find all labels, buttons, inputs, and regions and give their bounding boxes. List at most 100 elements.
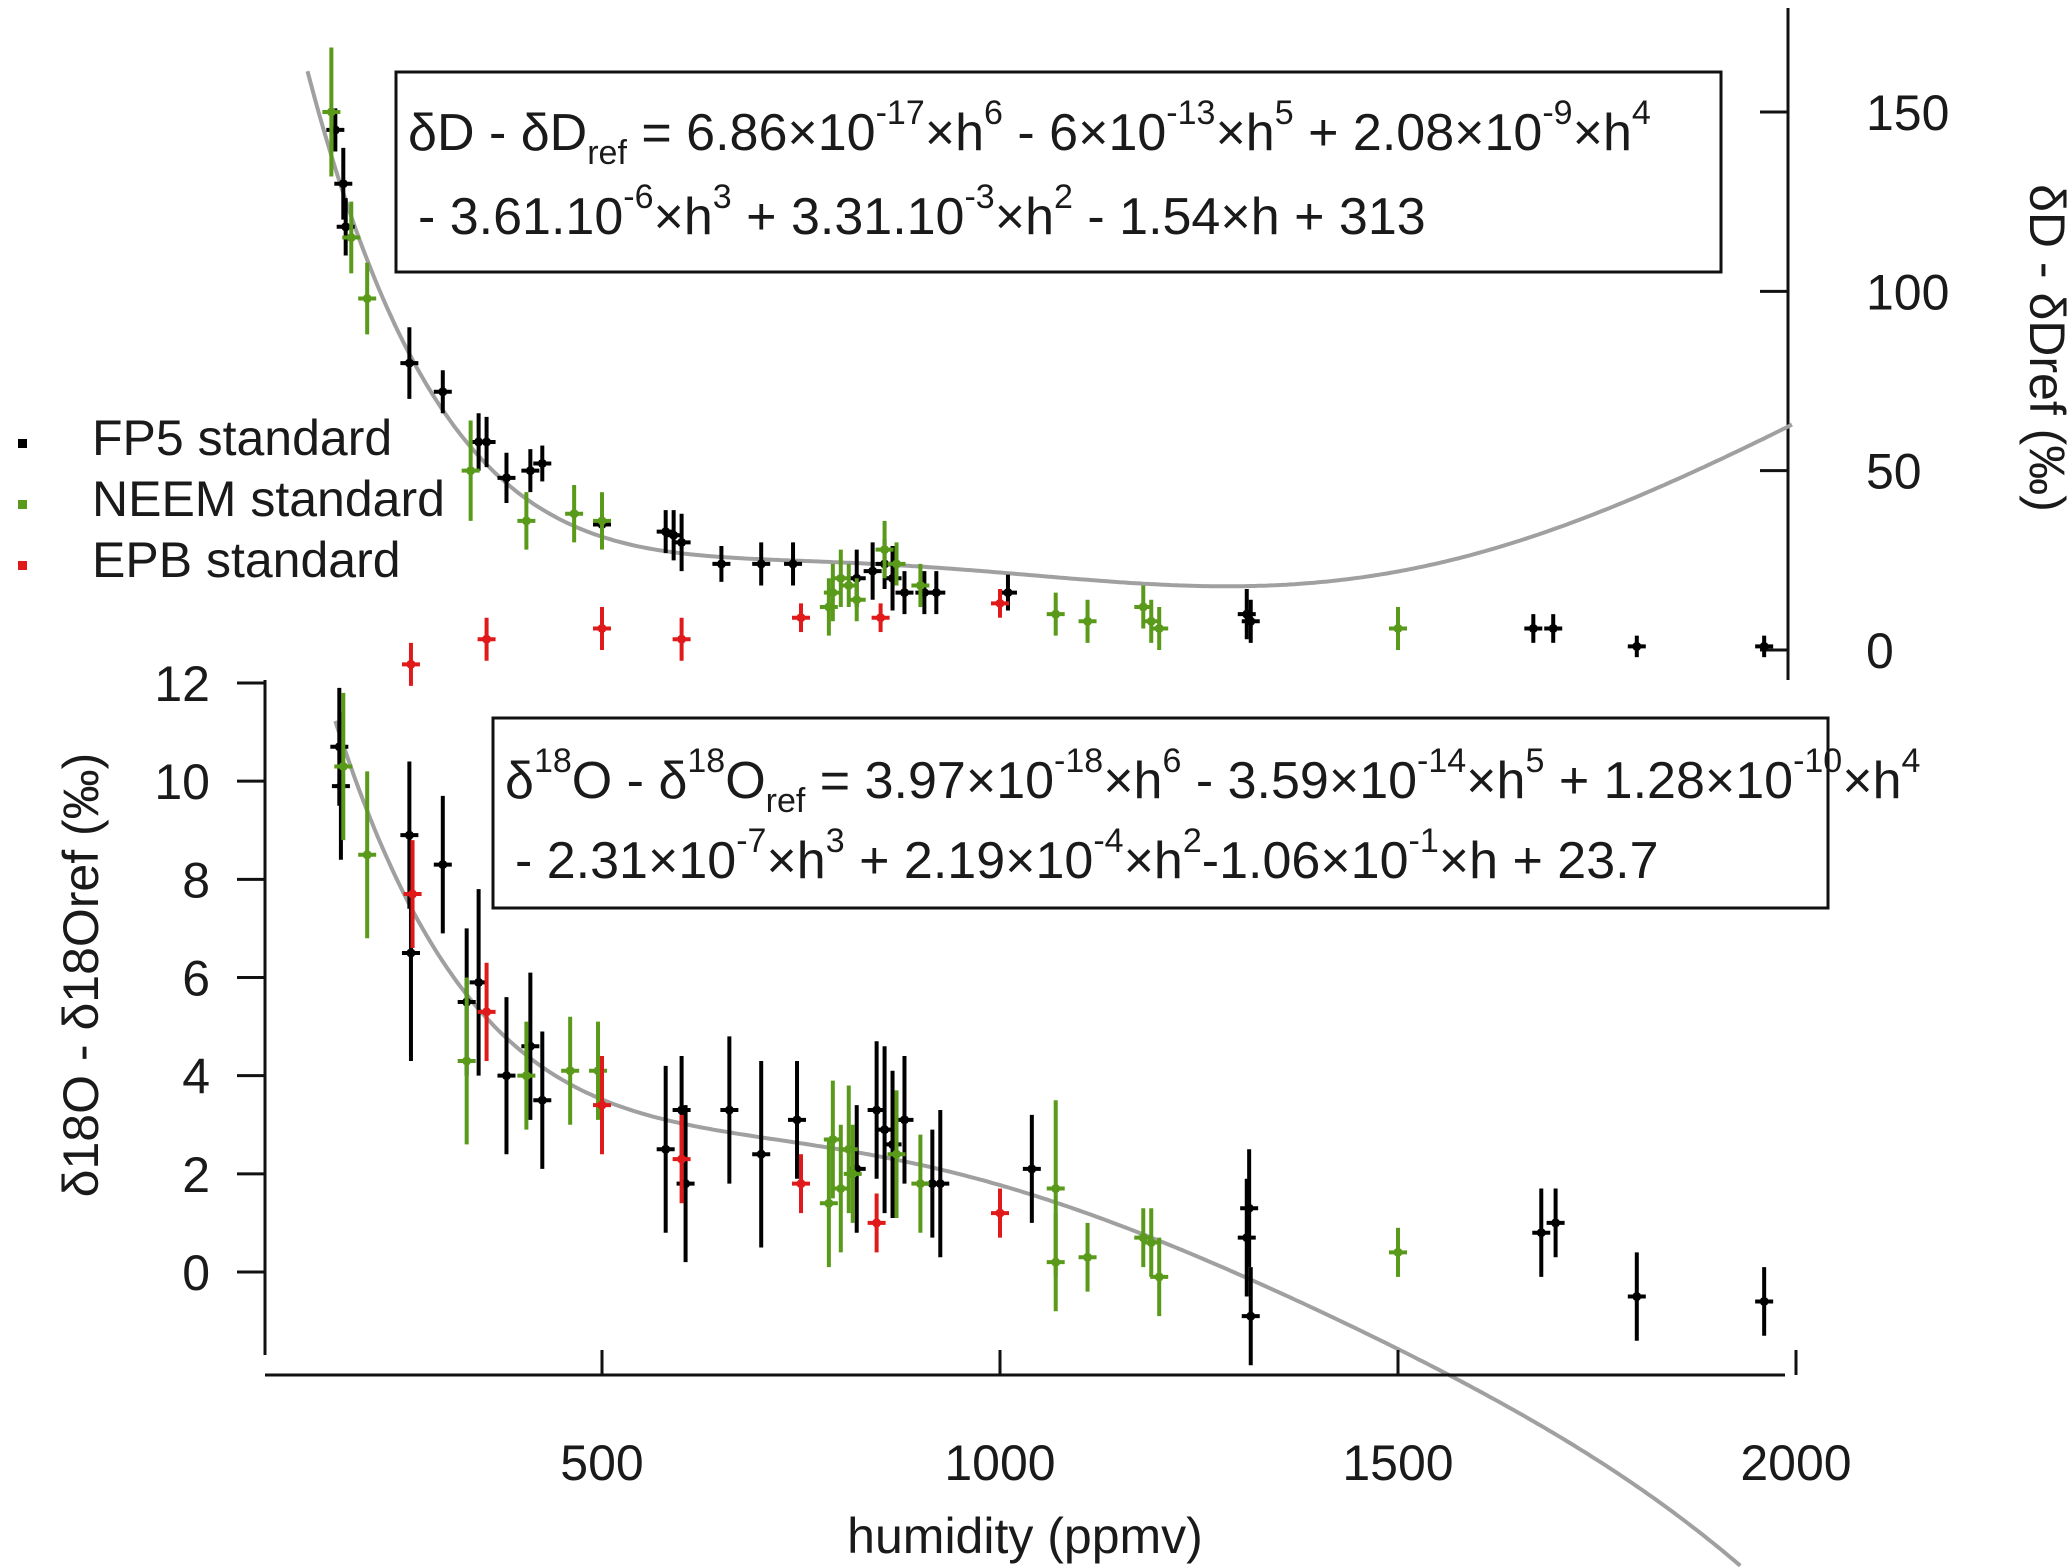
equation-fragment: 6	[984, 94, 1003, 132]
x-tick-label: 1500	[1342, 1435, 1453, 1491]
equation-fragment: + 2.19×10	[845, 832, 1094, 890]
equation-fragment: 5	[1525, 742, 1544, 780]
equation-fragment: -7	[736, 822, 766, 860]
legend-label: EPB standard	[92, 532, 401, 588]
y-tick-label: 8	[182, 852, 210, 908]
data-point	[597, 623, 607, 633]
equation-line1: δ18O - δ18Oref = 3.97×10-18×h6 - 3.59×10…	[505, 742, 1920, 820]
data-point	[1051, 609, 1061, 619]
x-axis: 500 1000 1500 2000 humidity (ppmv)	[265, 1350, 1852, 1564]
equation-fragment: O - δ	[572, 752, 688, 810]
equation-fragment: ×h	[995, 188, 1054, 246]
equation-fragment: -13	[1166, 94, 1215, 132]
data-point	[1083, 1252, 1093, 1262]
equation-fragment: ×h	[654, 188, 713, 246]
data-point	[792, 1115, 802, 1125]
data-point	[716, 559, 726, 569]
data-point	[1138, 602, 1148, 612]
data-point	[828, 588, 838, 598]
data-point	[462, 1056, 472, 1066]
y-tick-label: 100	[1866, 264, 1949, 320]
equation-fragment: -1	[1409, 822, 1439, 860]
x-tick-label: 500	[560, 1435, 643, 1491]
x-tick-label: 2000	[1740, 1435, 1851, 1491]
data-point	[872, 1105, 882, 1115]
data-point	[880, 1125, 890, 1135]
data-point	[597, 1100, 607, 1110]
y-axis-title: δ18O - δ18Oref (‰)	[53, 753, 109, 1198]
equation-fragment: ×h	[1215, 104, 1274, 162]
equation-fragment: - 6×10	[1003, 104, 1166, 162]
equation-fragment: = 3.97×10	[805, 752, 1054, 810]
data-point	[756, 1149, 766, 1159]
equation-fragment: 4	[1902, 742, 1921, 780]
equation-fragment: δD - δD	[408, 104, 587, 162]
equation-fragment: 3	[826, 822, 845, 860]
data-point	[569, 509, 579, 519]
data-point	[482, 437, 492, 447]
data-point	[669, 530, 679, 540]
equation-fragment: 6	[1162, 742, 1181, 780]
y-tick-label: 6	[182, 951, 210, 1007]
equation-fragment: -4	[1093, 822, 1123, 860]
data-point	[677, 1154, 687, 1164]
data-point	[1051, 1184, 1061, 1194]
data-point	[1154, 623, 1164, 633]
data-point	[876, 613, 886, 623]
equation-fragment: 2	[1183, 822, 1202, 860]
equation-fragment: 2	[1054, 178, 1073, 216]
data-point	[788, 559, 798, 569]
data-point	[438, 387, 448, 397]
data-point	[537, 458, 547, 468]
equation-fragment: δ	[505, 752, 534, 810]
y-tick-label: 2	[182, 1147, 210, 1203]
x-tick-label: 1000	[944, 1435, 1055, 1491]
equation-fragment: ×h	[1466, 752, 1525, 810]
equation-fragment: O	[725, 752, 765, 810]
equation-fragment: 18	[687, 742, 725, 780]
equation-fragment: -14	[1417, 742, 1466, 780]
data-point	[892, 559, 902, 569]
equation-fragment: -3	[964, 178, 994, 216]
data-point	[892, 1149, 902, 1159]
data-point	[501, 1071, 511, 1081]
equation-fragment: ×h	[925, 104, 984, 162]
equation-box	[491, 716, 1830, 910]
data-point	[406, 659, 416, 669]
equation-fragment: + 1.28×10	[1544, 752, 1793, 810]
equation-fragment: ref	[587, 134, 627, 172]
data-point	[1083, 616, 1093, 626]
data-point	[408, 889, 418, 899]
data-point	[1246, 616, 1256, 626]
data-point	[852, 595, 862, 605]
data-point	[880, 545, 890, 555]
data-point	[1536, 1228, 1546, 1238]
data-point	[796, 1179, 806, 1189]
data-point	[1551, 1218, 1561, 1228]
data-point	[756, 559, 766, 569]
equation-fragment: -18	[1054, 742, 1103, 780]
equation-fragment: -6	[623, 178, 653, 216]
y-tick-label: 50	[1866, 444, 1922, 500]
data-point	[482, 634, 492, 644]
x-axis-title: humidity (ppmv)	[847, 1508, 1203, 1564]
data-point	[995, 1208, 1005, 1218]
data-point	[848, 1169, 858, 1179]
data-point	[1759, 1296, 1769, 1306]
equation-line2: - 3.61.10-6×h3 + 3.31.10-3×h2 - 1.54×h +…	[418, 178, 1426, 246]
data-point	[828, 1134, 838, 1144]
equation-fragment: -9	[1542, 94, 1572, 132]
data-point	[474, 977, 484, 987]
data-point	[1146, 1238, 1156, 1248]
equation-box	[394, 70, 1723, 274]
data-point	[521, 1071, 531, 1081]
legend-label: FP5 standard	[92, 410, 392, 466]
equation-fragment: - 3.59×10	[1181, 752, 1417, 810]
equation-fragment: - 3.61.10	[418, 188, 623, 246]
equation-fragment: - 2.31×10	[515, 832, 736, 890]
data-point	[565, 1066, 575, 1076]
